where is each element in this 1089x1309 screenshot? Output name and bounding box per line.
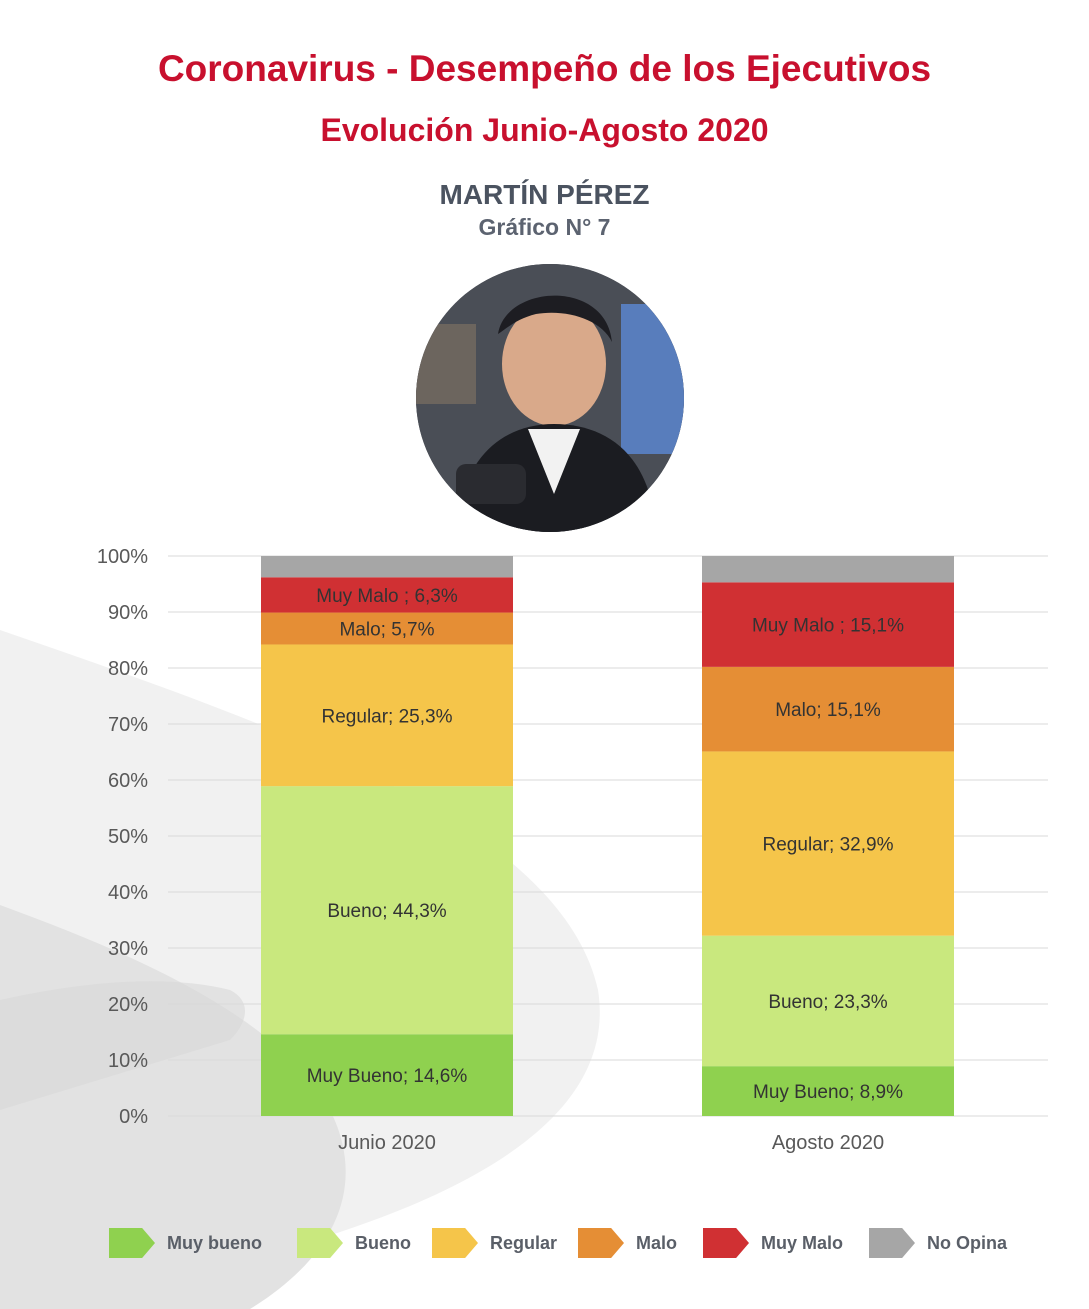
bar-segment [702, 751, 954, 936]
bar-segment [702, 1066, 954, 1116]
data-label: Malo; 5,7% [339, 620, 434, 641]
legend-item: Bueno [297, 1226, 411, 1260]
chart-number: Gráfico N° 7 [478, 214, 611, 240]
data-label: Bueno; 23,3% [768, 992, 887, 1013]
bar-segment [261, 644, 513, 787]
legend-item: Muy Malo [703, 1226, 843, 1260]
chart-title: Coronavirus - Desempeño de los Ejecutivo… [157, 48, 932, 89]
y-tick-label: 20% [108, 994, 148, 1016]
legend-item: No Opina [869, 1226, 1007, 1260]
bar-segment [702, 666, 954, 752]
x-tick-label: Agosto 2020 [772, 1132, 884, 1154]
chart-subtitle: Evolución Junio-Agosto 2020 [320, 112, 769, 148]
avatar [416, 264, 684, 532]
legend-item: Regular [432, 1226, 557, 1260]
bar-segment [702, 556, 954, 583]
y-tick-label: 0% [119, 1106, 148, 1128]
legend-item: Muy bueno [109, 1226, 262, 1260]
data-label: Muy Bueno; 8,9% [753, 1082, 903, 1103]
legend-swatch [578, 1228, 624, 1258]
legend: Muy bueno Bueno Regular Malo Muy Malo No Opin… [0, 1226, 1089, 1260]
y-tick-label: 90% [108, 602, 148, 624]
data-label: Muy Malo ; 6,3% [316, 586, 458, 607]
data-label: Regular; 25,3% [322, 706, 453, 727]
legend-label: Bueno [355, 1232, 411, 1253]
y-tick-label: 50% [108, 826, 148, 848]
x-tick-label: Junio 2020 [338, 1132, 436, 1154]
legend-item: Malo [578, 1226, 677, 1260]
y-tick-label: 70% [108, 714, 148, 736]
data-label: Regular; 32,9% [763, 835, 894, 856]
legend-label: Muy Malo [761, 1232, 844, 1253]
data-label: Malo; 15,1% [775, 700, 881, 721]
bar-segment [702, 582, 954, 667]
y-tick-label: 30% [108, 938, 148, 960]
bar-segment [702, 935, 954, 1067]
data-label: Muy Bueno; 14,6% [307, 1066, 468, 1087]
legend-swatch [109, 1228, 155, 1258]
data-label: Muy Malo ; 15,1% [752, 616, 904, 637]
y-tick-label: 60% [108, 770, 148, 792]
bar-segment [261, 1034, 513, 1116]
bar-segment [261, 786, 513, 1035]
bar-segment [261, 556, 513, 578]
legend-label: No Opina [927, 1232, 1007, 1253]
y-tick-label: 100% [97, 546, 148, 568]
y-tick-label: 40% [108, 882, 148, 904]
legend-swatch [869, 1228, 915, 1258]
y-tick-label: 80% [108, 658, 148, 680]
legend-label: Malo [636, 1232, 678, 1253]
y-tick-label: 10% [108, 1050, 148, 1072]
person-name: MARTÍN PÉREZ [439, 179, 650, 210]
bar-segment [261, 577, 513, 613]
bar-segment [261, 612, 513, 645]
legend-swatch [432, 1228, 478, 1258]
legend-swatch [703, 1228, 749, 1258]
legend-label: Regular [490, 1232, 558, 1253]
legend-label: Muy bueno [167, 1232, 262, 1253]
data-label: Bueno; 44,3% [327, 901, 446, 922]
legend-swatch [297, 1228, 343, 1258]
